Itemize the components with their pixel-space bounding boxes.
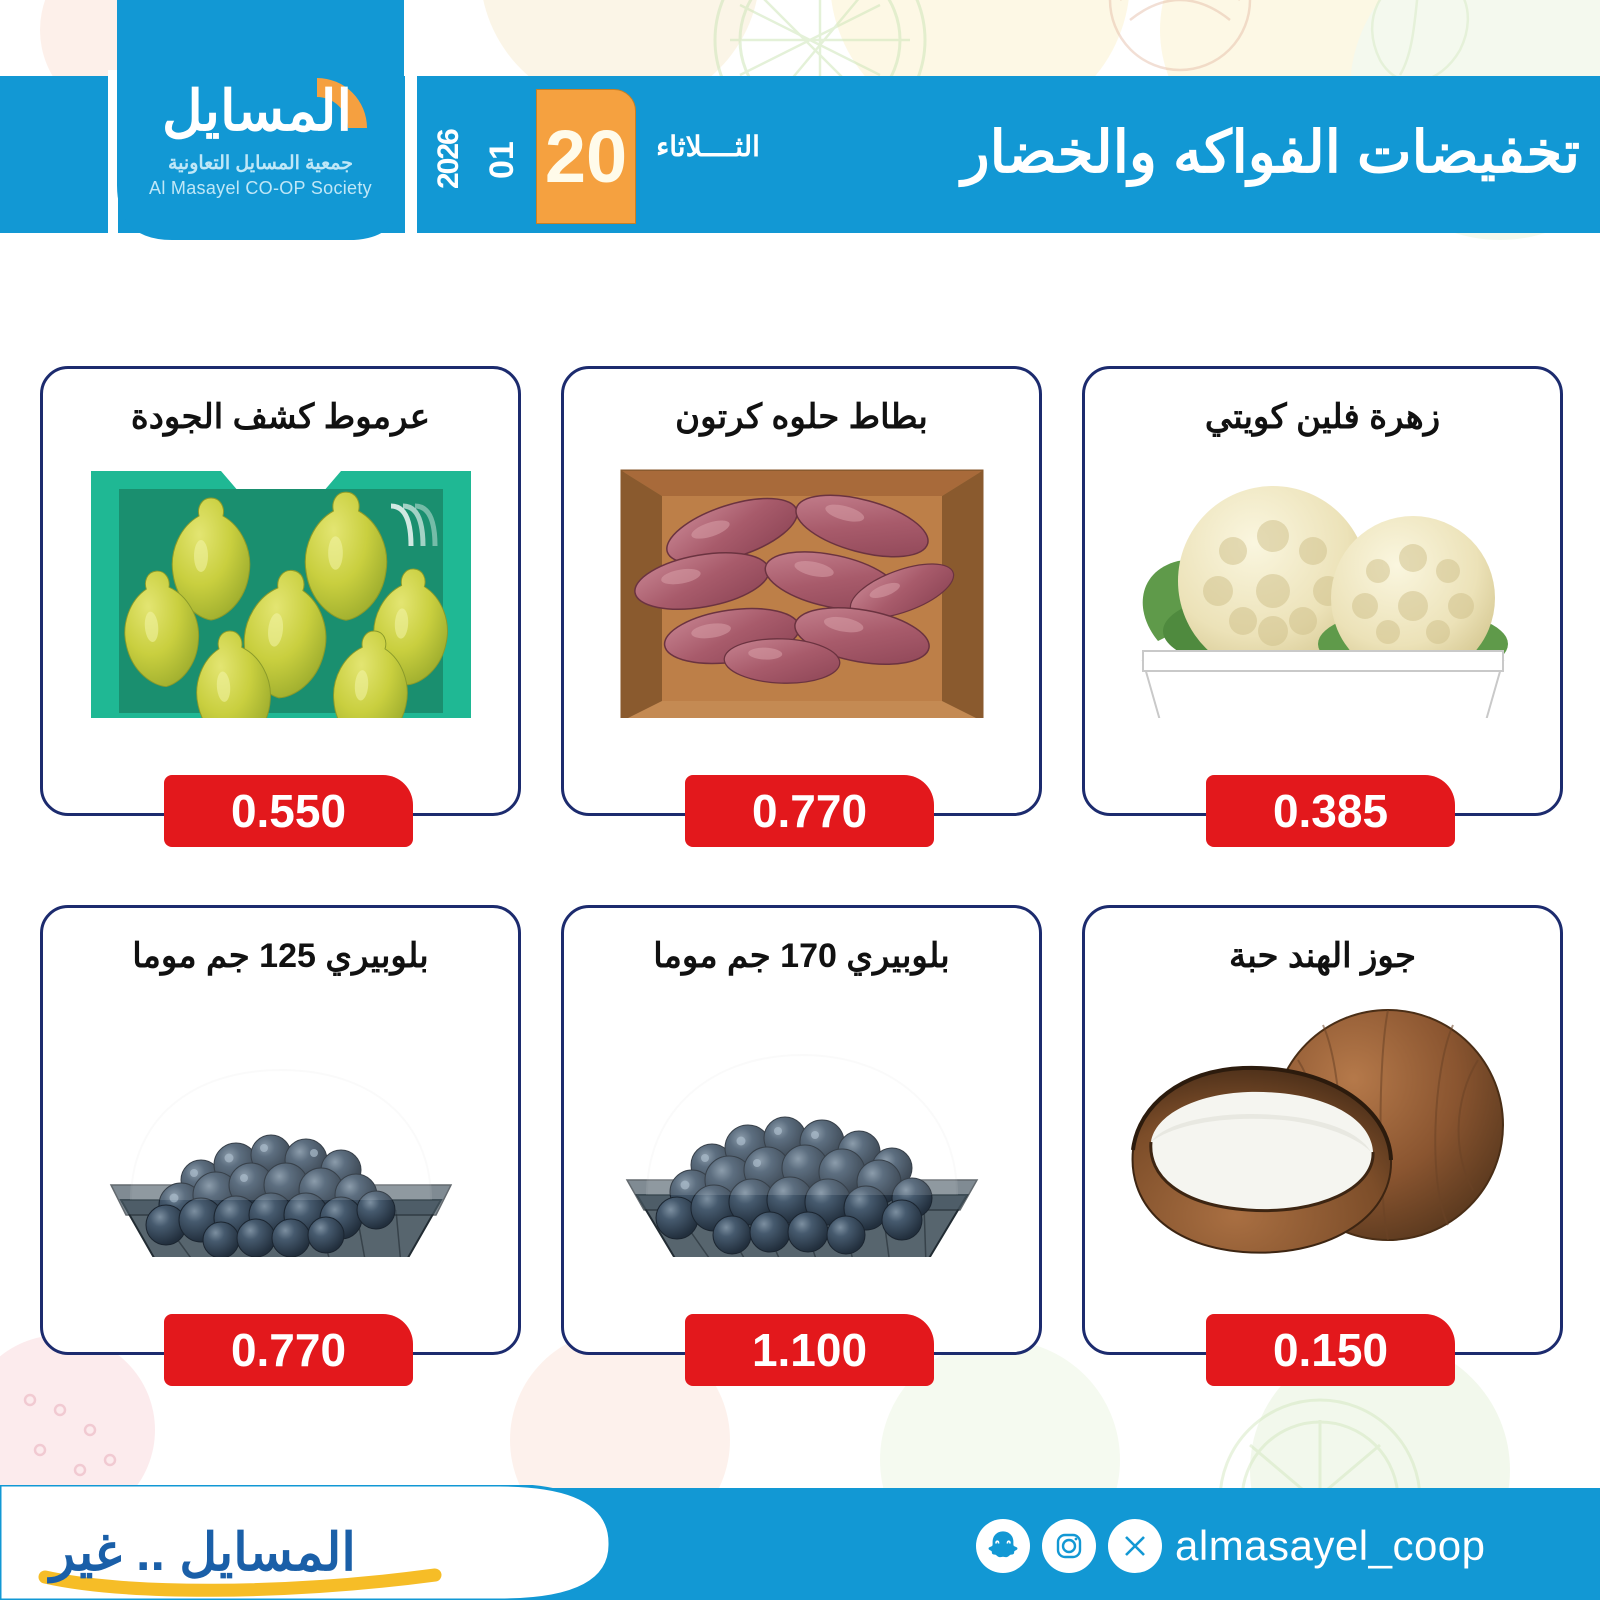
svg-text:المسايل .. غير: المسايل .. غير bbox=[47, 1524, 356, 1584]
svg-text:المسايل: المسايل bbox=[162, 79, 352, 142]
